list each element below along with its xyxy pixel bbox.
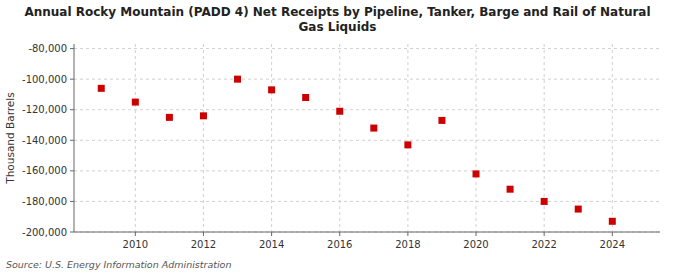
point (268, 86, 275, 93)
point (473, 170, 480, 177)
x-tick (612, 232, 613, 236)
point (132, 99, 139, 106)
x-tick-label: 2022 (531, 239, 556, 250)
x-tick-label: 2018 (395, 239, 420, 250)
x-tick (203, 232, 204, 236)
y-tick (70, 79, 74, 80)
point (234, 76, 241, 83)
chart: Annual Rocky Mountain (PADD 4) Net Recei… (0, 0, 675, 275)
title-line: Gas Liquids (298, 20, 376, 34)
grid-line-x (476, 44, 477, 232)
y-tick (70, 170, 74, 171)
point (336, 108, 343, 115)
grid-line-y (74, 79, 660, 80)
point (609, 218, 616, 225)
grid-line-y (74, 232, 660, 233)
y-tick-label: -80,000 (28, 43, 67, 54)
point (302, 94, 309, 101)
y-tick (70, 48, 74, 49)
grid (74, 44, 660, 232)
point (98, 85, 105, 92)
title-line: Annual Rocky Mountain (PADD 4) Net Recei… (24, 5, 650, 19)
x-tick (135, 232, 136, 236)
y-axis-label: Thousand Barrels (4, 92, 16, 184)
y-tick (70, 140, 74, 141)
grid-line-x (612, 44, 613, 232)
grid-line-x (407, 44, 408, 232)
x-tick-label: 2014 (259, 239, 284, 250)
y-tick-label: -200,000 (22, 227, 67, 238)
grid-line-y (74, 170, 660, 171)
grid-line-x (271, 44, 272, 232)
x-tick (339, 232, 340, 236)
grid-line-x (203, 44, 204, 232)
point (438, 117, 445, 124)
point (404, 141, 411, 148)
x-tick-label: 2016 (327, 239, 352, 250)
y-tick-label: -160,000 (22, 165, 67, 176)
y-axis-line (74, 44, 75, 232)
point (370, 125, 377, 132)
point (166, 114, 173, 121)
grid-line-y (74, 140, 660, 141)
source-note: Source: U.S. Energy Information Administ… (6, 259, 231, 270)
grid-line-x (135, 44, 136, 232)
y-tick-label: -100,000 (22, 74, 67, 85)
grid-line-y (74, 48, 660, 49)
x-tick (407, 232, 408, 236)
grid-line-y (74, 201, 660, 202)
y-tick (70, 109, 74, 110)
point (575, 206, 582, 213)
x-axis-line (74, 232, 660, 233)
point (200, 112, 207, 119)
x-tick-label: 2020 (463, 239, 488, 250)
y-tick (70, 201, 74, 202)
grid-line-x (339, 44, 340, 232)
points (98, 76, 616, 225)
x-tick (271, 232, 272, 236)
x-tick-label: 2012 (191, 239, 216, 250)
title: Annual Rocky Mountain (PADD 4) Net Recei… (24, 5, 650, 34)
x-tick-label: 2024 (600, 239, 625, 250)
grid-line-y (74, 109, 660, 110)
y-tick-label: -140,000 (22, 135, 67, 146)
x-tick (544, 232, 545, 236)
point (541, 198, 548, 205)
x-tick-label: 2010 (123, 239, 148, 250)
y-tick-label: -120,000 (22, 104, 67, 115)
y-tick (70, 232, 74, 233)
point (507, 186, 514, 193)
x-tick (476, 232, 477, 236)
y-tick-label: -180,000 (22, 196, 67, 207)
